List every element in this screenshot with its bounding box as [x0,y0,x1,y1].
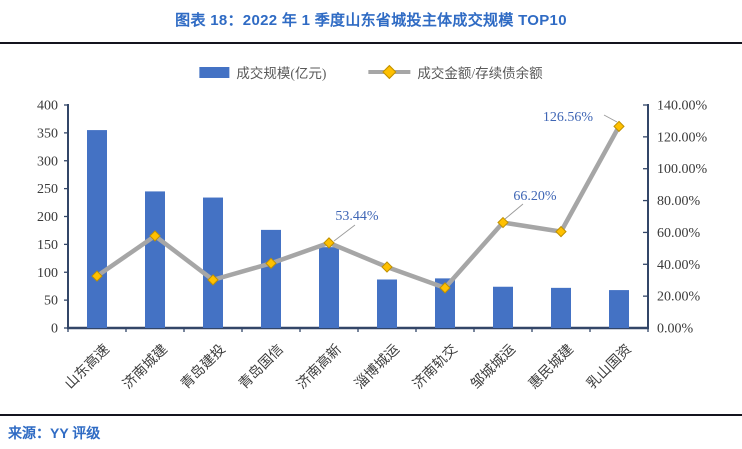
bar [377,279,397,328]
line-marker [207,274,219,286]
y-axis-label-left: 300 [37,154,58,169]
y-axis-label-right: 20.00% [657,290,701,305]
bar [435,278,455,328]
annotation-label: 126.56% [543,110,594,125]
diamond-marker-icon [382,64,397,79]
x-axis-label: 邹城城运 [468,342,519,393]
y-axis-label-left: 350 [37,126,58,141]
bar [203,197,223,328]
x-axis-label: 济南轨交 [409,341,461,393]
y-axis-label-right: 120.00% [657,130,708,145]
y-axis-label-left: 250 [37,182,58,197]
line-marker [265,257,277,270]
x-axis-label: 济南高新 [293,341,345,393]
y-axis-label-right: 100.00% [657,162,708,177]
line-marker [497,216,509,229]
bar [261,229,281,328]
bar [551,287,571,328]
y-axis-label-left: 0 [51,322,58,337]
x-axis-label: 青岛国信 [236,342,287,393]
x-axis-label: 淄博城运 [351,341,403,393]
chart-title: 图表 18：2022 年 1 季度山东省城投主体成交规模 TOP10 [175,12,567,29]
divider-top [0,42,742,44]
x-axis-label: 济南城建 [120,342,171,393]
line-marker [323,237,335,249]
legend-item-bar: 成交规模(亿元) [199,62,326,82]
y-axis-label-right: 140.00% [657,99,708,114]
y-axis-label-right: 0.00% [657,322,694,337]
y-axis-label-left: 50 [44,294,58,309]
trend-line [95,125,621,291]
legend-item-line: 成交金额/存续债余额 [368,62,543,82]
y-axis-label-left: 400 [37,99,58,114]
y-axis-label-left: 200 [37,210,58,225]
source-note: 来源：YY 评级 [8,425,101,441]
x-axis-label: 乳山国资 [584,342,635,393]
line-marker [149,230,161,242]
annotation-label: 53.44% [335,209,379,224]
x-axis-label: 青岛建投 [178,342,229,393]
bar-swatch-icon [199,66,230,78]
line-swatch-icon [368,64,411,79]
bar [145,191,165,328]
y-axis-label-right: 60.00% [657,226,701,241]
bar [609,290,629,328]
x-axis-label: 山东高速 [61,341,113,393]
line-marker [381,261,393,273]
annotation-label: 66.20% [513,189,557,204]
line-marker [613,120,625,133]
line-marker [91,270,103,282]
annotation-leader [504,203,524,220]
annotation-leader [333,224,356,242]
divider-bottom [0,414,742,416]
legend-label-line: 成交金额/存续债余额 [417,66,543,81]
x-axis-label: 惠民城建 [526,342,577,393]
bar [319,247,339,328]
y-axis-label-left: 100 [37,266,58,281]
bar [87,130,107,328]
y-axis-label-right: 40.00% [657,258,701,273]
legend: 成交规模(亿元) 成交金额/存续债余额 [199,62,543,82]
legend-label-bar: 成交规模(亿元) [236,66,327,81]
y-axis-label-left: 150 [37,238,58,253]
line-marker [555,225,567,238]
annotation-leader [603,114,618,123]
bar [493,286,513,328]
y-axis-label-right: 80.00% [657,194,701,209]
line-marker [439,282,451,294]
